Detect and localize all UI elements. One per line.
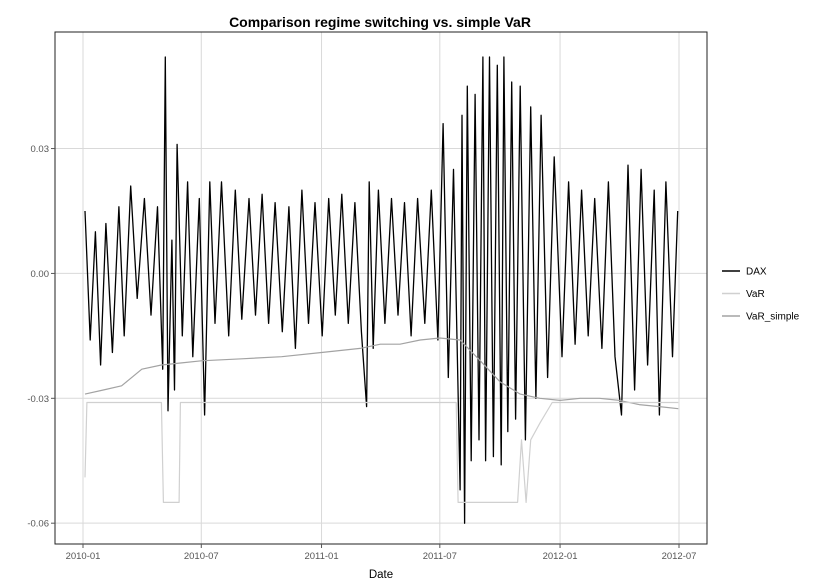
series-line-dax (84, 56, 679, 524)
x-tick-label: 2011-07 (423, 551, 457, 562)
x-axis-title: Date (369, 569, 393, 581)
chart-title: Comparison regime switching vs. simple V… (229, 14, 531, 30)
legend-label: VaR (746, 289, 765, 300)
x-tick-label: 2010-01 (66, 551, 101, 562)
y-tick-label: 0.00 (31, 269, 50, 280)
y-tick-label: 0.03 (31, 144, 50, 155)
x-tick-label: 2010-07 (184, 551, 219, 562)
series-line-var (84, 401, 679, 503)
legend-label: DAX (746, 267, 767, 278)
legend-label: VaR_simple (746, 312, 800, 323)
series-line-var-simple (84, 337, 679, 410)
y-tick-label: -0.03 (27, 394, 49, 405)
x-tick-label: 2011-01 (304, 551, 338, 562)
y-tick-label: -0.06 (27, 519, 49, 530)
x-axis-ticks: 2010-01 2010-07 2011-01 2011-07 2012-01 2012-… (66, 544, 697, 562)
y-axis-ticks: 0.03 0.00 -0.03 -0.06 (27, 144, 55, 530)
legend: DAX VaR VaR_simple (722, 267, 800, 323)
x-tick-label: 2012-07 (662, 551, 697, 562)
series-layer (84, 56, 679, 524)
x-tick-label: 2012-01 (543, 551, 578, 562)
plot-panel-border (54, 31, 708, 545)
